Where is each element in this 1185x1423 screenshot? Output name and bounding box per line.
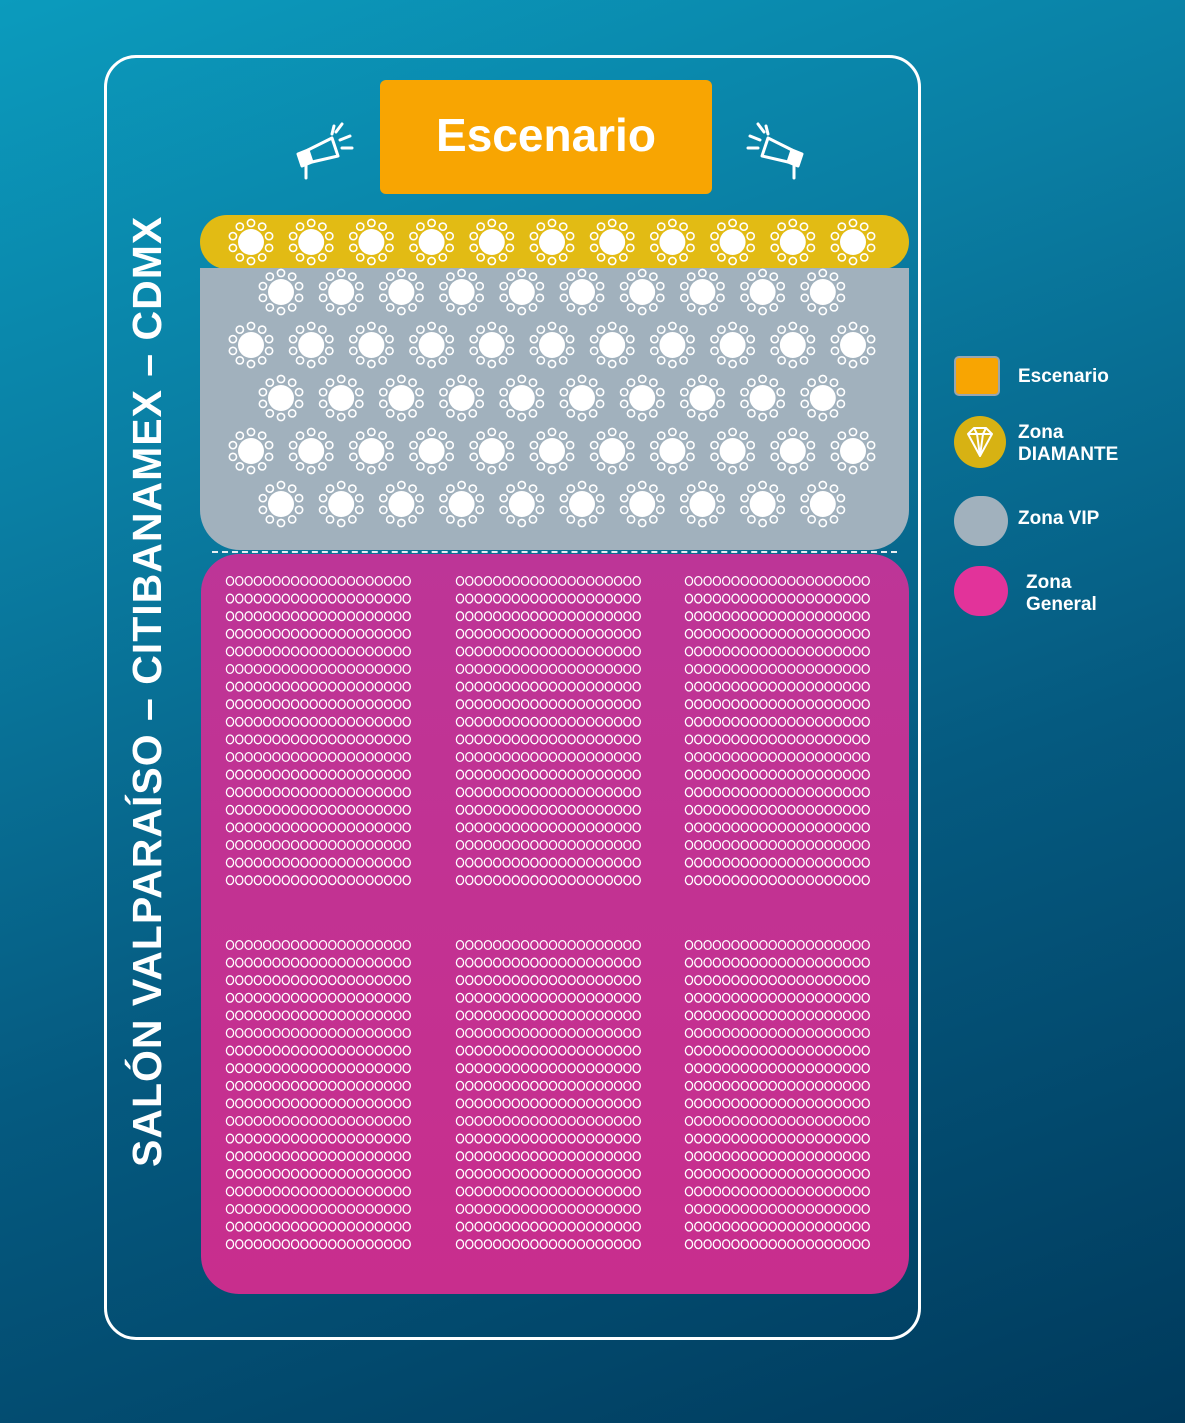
legend-label-vip: Zona VIP: [1018, 508, 1100, 529]
legend-label-diamante-line2: DIAMANTE: [1018, 444, 1119, 465]
vip-boundary-line: [212, 545, 897, 553]
zona-diamante-area[interactable]: [200, 215, 909, 269]
legend-swatch-general: [954, 566, 1008, 616]
legend-swatch-escenario: [954, 356, 1000, 396]
legend-label-diamante: Zona DIAMANTE: [1018, 422, 1118, 466]
legend-swatch-diamante: [954, 416, 1006, 468]
venue-frame: [104, 55, 921, 1340]
legend-label-diamante-line1: Zona: [1018, 422, 1064, 443]
venue-title: SALÓN VALPARAÍSO – CITIBANAMEX – CDMX: [124, 215, 170, 1167]
speaker-right-icon: [746, 122, 804, 180]
stage: Escenario: [380, 80, 712, 194]
zona-vip-area[interactable]: [200, 268, 909, 550]
legend-label-escenario: Escenario: [1018, 366, 1109, 387]
speaker-left-icon: [296, 122, 354, 180]
legend-label-general-line1: Zona: [1026, 572, 1072, 593]
diamond-icon: [967, 427, 993, 457]
zona-general-area[interactable]: [201, 554, 909, 1294]
legend-swatch-vip: [954, 496, 1008, 546]
legend-label-general: Zona General: [1026, 572, 1097, 616]
legend-label-general-line2: General: [1026, 594, 1097, 615]
